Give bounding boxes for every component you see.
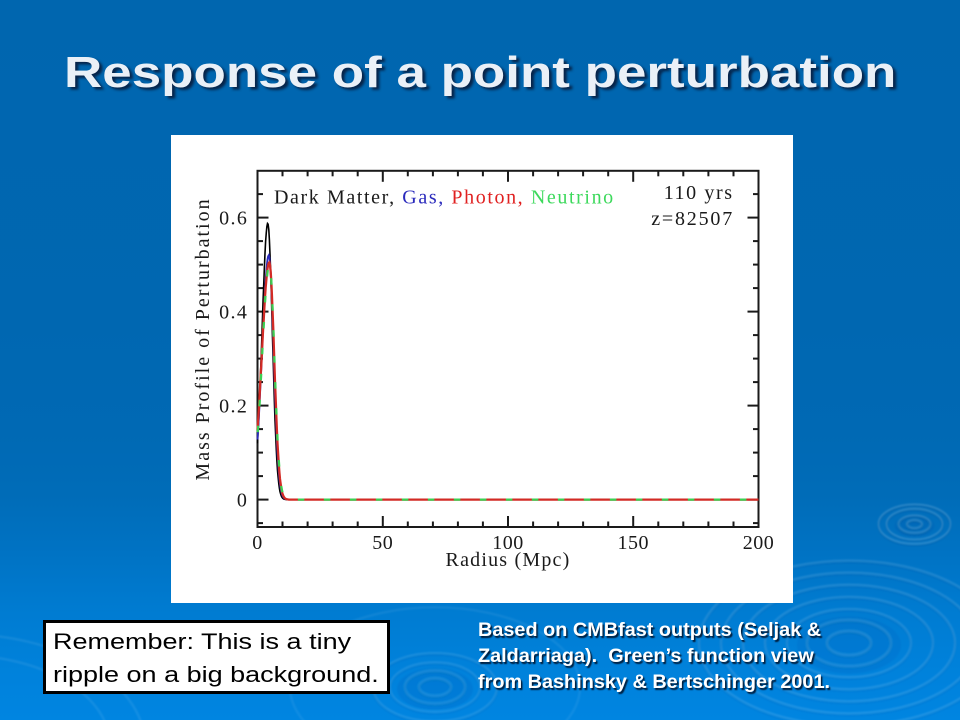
svg-text:200: 200: [743, 532, 775, 554]
svg-text:Mass Profile of Perturbation: Mass Profile of Perturbation: [192, 197, 214, 480]
svg-text:Dark Matter, Gas, Photon, Neut: Dark Matter, Gas, Photon, Neutrino: [274, 187, 615, 209]
svg-text:50: 50: [372, 532, 393, 554]
svg-text:110 yrs: 110 yrs: [664, 182, 734, 204]
svg-text:0.2: 0.2: [219, 396, 248, 418]
svg-text:0: 0: [237, 490, 248, 512]
svg-text:Radius (Mpc): Radius (Mpc): [446, 549, 571, 571]
svg-text:0.6: 0.6: [219, 208, 248, 230]
svg-text:0: 0: [252, 532, 263, 554]
svg-text:z=82507: z=82507: [651, 208, 734, 230]
svg-text:100: 100: [492, 532, 524, 554]
svg-text:0.4: 0.4: [219, 302, 248, 324]
svg-text:150: 150: [617, 532, 649, 554]
